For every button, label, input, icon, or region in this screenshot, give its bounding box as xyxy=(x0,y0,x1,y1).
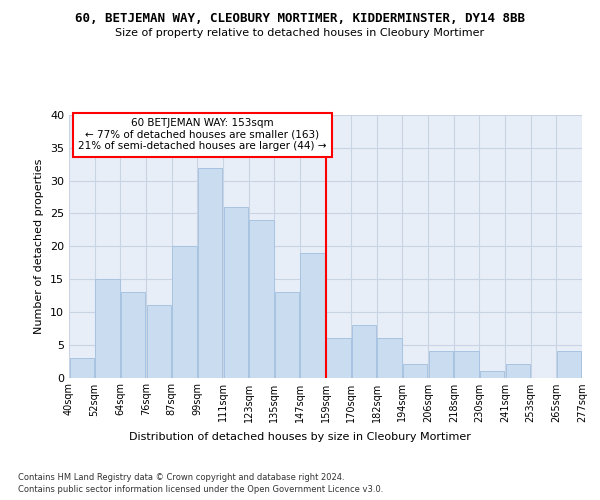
Text: 60 BETJEMAN WAY: 153sqm
← 77% of detached houses are smaller (163)
21% of semi-d: 60 BETJEMAN WAY: 153sqm ← 77% of detache… xyxy=(78,118,326,152)
Bar xyxy=(454,351,479,378)
Bar xyxy=(275,292,299,378)
Bar xyxy=(557,351,581,378)
Bar xyxy=(95,279,119,378)
Bar xyxy=(121,292,145,378)
Bar xyxy=(172,246,197,378)
Text: Contains HM Land Registry data © Crown copyright and database right 2024.: Contains HM Land Registry data © Crown c… xyxy=(18,472,344,482)
Text: Size of property relative to detached houses in Cleobury Mortimer: Size of property relative to detached ho… xyxy=(115,28,485,38)
Bar xyxy=(249,220,274,378)
Bar xyxy=(198,168,222,378)
Bar xyxy=(403,364,427,378)
Bar xyxy=(480,371,505,378)
Y-axis label: Number of detached properties: Number of detached properties xyxy=(34,158,44,334)
Bar xyxy=(352,325,376,378)
Text: Contains public sector information licensed under the Open Government Licence v3: Contains public sector information licen… xyxy=(18,485,383,494)
Bar xyxy=(224,207,248,378)
Bar xyxy=(506,364,530,378)
Bar xyxy=(377,338,402,378)
Bar xyxy=(146,306,171,378)
Bar xyxy=(301,253,325,378)
Bar xyxy=(326,338,350,378)
Bar xyxy=(70,358,94,378)
Text: Distribution of detached houses by size in Cleobury Mortimer: Distribution of detached houses by size … xyxy=(129,432,471,442)
Bar xyxy=(429,351,453,378)
Text: 60, BETJEMAN WAY, CLEOBURY MORTIMER, KIDDERMINSTER, DY14 8BB: 60, BETJEMAN WAY, CLEOBURY MORTIMER, KID… xyxy=(75,12,525,26)
